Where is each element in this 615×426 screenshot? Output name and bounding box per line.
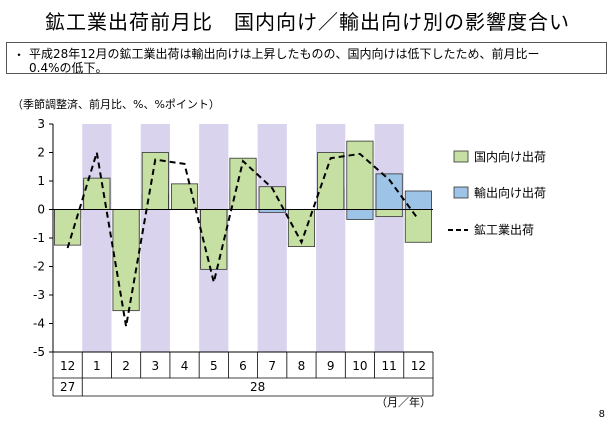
legend-label-total: 鉱工業出荷 <box>474 222 534 237</box>
month-tick-label: 8 <box>298 359 306 373</box>
y-tick-label: -4 <box>33 317 45 331</box>
export-shipment-bar <box>346 209 374 220</box>
month-tick-label: 5 <box>210 359 218 373</box>
x-axis-unit-label: （月／年） <box>376 395 431 409</box>
y-tick-label: -2 <box>33 260 45 274</box>
domestic-shipment-bar <box>54 209 82 246</box>
bars-layer <box>54 140 432 312</box>
shaded-month-band <box>374 124 404 352</box>
domestic-shipment-bar <box>83 177 111 210</box>
domestic-shipment-bar <box>317 152 345 210</box>
year-label: 27 <box>60 380 75 394</box>
shaded-month-band <box>82 124 112 352</box>
domestic-shipment-bar <box>404 209 432 243</box>
page-title: 鉱工業出荷前月比 国内向け／輸出向け別の影響度合い <box>45 10 570 34</box>
unit-label: （季節調整済、前月比、%、%ポイント） <box>12 97 220 111</box>
note-text-line-2: 0.4%の低下。 <box>29 61 108 75</box>
note-text-line-1: 平成28年12月の鉱工業出荷は輸出向けは上昇したものの、国内向けは低下したため、… <box>29 47 540 61</box>
domestic-shipment-bar <box>112 209 140 312</box>
month-tick-label: 4 <box>181 359 189 373</box>
y-tick-label: -1 <box>33 231 45 245</box>
domestic-shipment-bar <box>375 209 403 218</box>
month-tick-label: 9 <box>327 359 335 373</box>
summary-note-box: ・ 平成28年12月の鉱工業出荷は輸出向けは上昇したものの、国内向けは低下したた… <box>6 42 607 75</box>
month-tick-label: 1 <box>93 359 101 373</box>
month-tick-label: 10 <box>352 359 367 373</box>
domestic-shipment-bar <box>200 209 228 270</box>
y-tick-label: 2 <box>37 146 45 160</box>
domestic-shipment-bar <box>170 183 199 210</box>
y-tick-label: 3 <box>37 117 45 131</box>
legend-label-domestic: 国内向け出荷 <box>474 149 546 164</box>
y-tick-label: 1 <box>37 174 45 188</box>
y-tick-label: -5 <box>33 345 45 359</box>
month-tick-label: 12 <box>60 359 75 373</box>
month-tick-label: 11 <box>382 359 397 373</box>
year-label: 28 <box>250 380 265 394</box>
legend-swatch-export <box>453 186 469 199</box>
month-tick-label: 2 <box>122 359 130 373</box>
line-layer <box>66 152 420 327</box>
legend-swatch-domestic <box>453 150 469 163</box>
month-tick-label: 7 <box>268 359 276 373</box>
note-bullet: ・ <box>13 48 26 62</box>
y-tick-label: 0 <box>37 203 45 217</box>
month-tick-label: 12 <box>411 359 426 373</box>
y-tick-label: -3 <box>33 288 45 302</box>
shaded-month-band <box>257 124 287 352</box>
month-tick-label: 3 <box>151 359 159 373</box>
domestic-shipment-bar <box>229 157 257 210</box>
domestic-shipment-bar <box>346 140 374 210</box>
mining-shipment-line <box>66 152 420 327</box>
page-number: 8 <box>598 409 605 420</box>
legend-label-export: 輸出向け出荷 <box>474 185 546 200</box>
month-tick-label: 6 <box>239 359 247 373</box>
